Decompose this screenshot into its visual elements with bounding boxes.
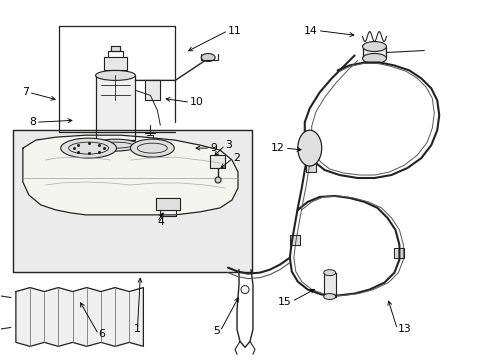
Text: 2: 2 xyxy=(233,153,240,163)
Text: 7: 7 xyxy=(22,87,29,97)
Text: 9: 9 xyxy=(210,143,217,153)
Ellipse shape xyxy=(201,54,215,62)
Ellipse shape xyxy=(323,270,335,276)
Text: 4: 4 xyxy=(157,217,164,227)
Polygon shape xyxy=(156,198,180,210)
Ellipse shape xyxy=(130,139,174,157)
Polygon shape xyxy=(16,288,143,346)
Text: 1: 1 xyxy=(134,324,141,334)
Polygon shape xyxy=(13,130,251,272)
Polygon shape xyxy=(95,75,135,140)
Text: 14: 14 xyxy=(304,26,317,36)
Text: 10: 10 xyxy=(190,97,203,107)
Text: 5: 5 xyxy=(213,327,220,336)
Ellipse shape xyxy=(362,54,386,63)
Ellipse shape xyxy=(215,177,221,183)
Ellipse shape xyxy=(323,293,335,300)
Text: 15: 15 xyxy=(278,297,291,306)
Text: 8: 8 xyxy=(29,117,36,127)
Text: 12: 12 xyxy=(270,143,285,153)
Polygon shape xyxy=(23,135,238,215)
Polygon shape xyxy=(323,273,335,297)
Text: 3: 3 xyxy=(224,140,231,150)
Ellipse shape xyxy=(95,71,135,80)
Polygon shape xyxy=(103,58,127,71)
Text: 6: 6 xyxy=(99,329,105,339)
Polygon shape xyxy=(210,155,224,168)
Polygon shape xyxy=(362,46,386,58)
Text: 11: 11 xyxy=(227,26,242,36)
Text: 13: 13 xyxy=(397,324,410,334)
Polygon shape xyxy=(394,248,404,258)
Ellipse shape xyxy=(61,138,116,158)
Polygon shape xyxy=(110,45,120,50)
Ellipse shape xyxy=(362,41,386,51)
Polygon shape xyxy=(145,80,160,100)
Polygon shape xyxy=(305,162,315,172)
Polygon shape xyxy=(289,235,299,245)
Ellipse shape xyxy=(297,130,321,166)
Ellipse shape xyxy=(92,139,138,151)
